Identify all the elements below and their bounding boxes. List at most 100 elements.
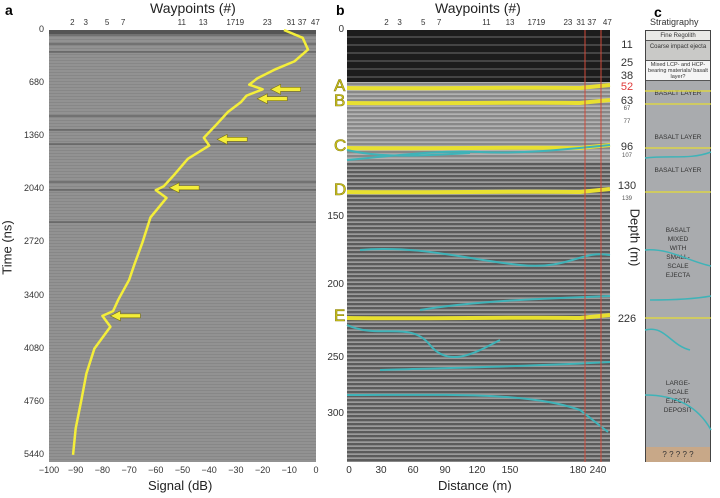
layer-fine-regolith: Fine Regolith	[646, 31, 710, 41]
top-band	[49, 30, 316, 34]
depth-label: 130	[617, 180, 637, 192]
stratigraphy-column: Fine Regolith Coarse impact ejecta Mixed…	[645, 30, 711, 462]
waypoint-label: 47	[310, 18, 320, 27]
y-tick-label: 2040	[23, 183, 44, 194]
y-tick-label: 1360	[23, 130, 44, 141]
horizon-label: A	[334, 76, 346, 96]
panel-a-xlabel: Signal (dB)	[148, 478, 213, 493]
waypoint-label: 31 37	[286, 18, 307, 27]
panel-a-letter: a	[5, 2, 13, 18]
arrow-marker	[168, 182, 200, 194]
depth-label: 107	[621, 153, 632, 159]
y-tick-label: 2720	[23, 236, 44, 247]
y-tick-label: 5440	[23, 448, 44, 459]
horizon-line	[346, 98, 611, 106]
waypoint-label: 7	[120, 18, 126, 27]
unit-basalt-3: BASALT LAYER	[654, 167, 702, 174]
depth-label: 139	[621, 196, 632, 202]
x-tick-label: 240	[589, 465, 607, 476]
waypoint-label: 31 37	[576, 18, 597, 27]
x-tick-label: 90	[439, 465, 451, 476]
unit-basalt-2: BASALT LAYER	[654, 134, 702, 141]
unit-basalt-mixed: BASALT MIXED WITH SMALL-SCALE EJECTA	[665, 227, 691, 279]
x-tick-label: 120	[468, 465, 486, 476]
x-tick-label: 180	[569, 465, 587, 476]
x-tick-label: −50	[174, 465, 191, 475]
strat-interface	[644, 151, 712, 159]
interface-line	[346, 324, 501, 358]
x-tick-label: −90	[68, 465, 84, 475]
interface-line	[419, 295, 611, 311]
waypoint-label: 11	[177, 18, 186, 27]
x-tick-label: −20	[254, 465, 271, 475]
horizon-label: D	[334, 180, 347, 200]
arrow-marker	[216, 133, 248, 145]
horizon-label: E	[334, 306, 346, 326]
horizon-line	[346, 187, 611, 195]
arrow-marker	[109, 310, 141, 322]
waypoint-label: 23	[563, 18, 573, 27]
x-tick-label: 0	[346, 465, 352, 476]
depth-label: 96	[620, 141, 634, 153]
x-tick-label: 30	[375, 465, 387, 476]
x-tick-label: −40	[201, 465, 217, 475]
interface-line	[346, 393, 609, 433]
x-tick-label: −10	[281, 465, 297, 475]
panel-b-letter: b	[336, 2, 345, 18]
unit-basalt-1: BASALT LAYER	[654, 90, 702, 97]
panel-a-title: Waypoints (#)	[150, 0, 236, 16]
signal-line	[71, 28, 310, 455]
x-tick-label: −100	[38, 465, 60, 475]
horizon-line	[346, 143, 611, 151]
x-tick-label: 150	[501, 465, 519, 476]
strat-interface	[644, 328, 691, 351]
y-tick-label: 3400	[23, 289, 44, 300]
y-tick-label: 4760	[23, 395, 44, 406]
y-tick-label: 0	[338, 24, 344, 35]
x-tick-label: 60	[407, 465, 419, 476]
layer-coarse-ejecta: Coarse impact ejecta	[646, 41, 710, 61]
radargram-b-top	[347, 30, 610, 82]
arrow-marker	[269, 83, 301, 95]
x-tick-label: −70	[121, 465, 137, 475]
strat-interface	[649, 295, 712, 301]
unit-large-ejecta: LARGE-SCALE EJECTA DEPOSIT	[663, 380, 693, 414]
depth-label: 77	[623, 119, 631, 125]
layer-unknown: ? ? ? ? ?	[646, 447, 710, 462]
depth-label: 63	[620, 95, 634, 107]
y-tick-label: 0	[38, 24, 44, 34]
waypoint-label: 3	[83, 18, 88, 27]
strat-interface	[644, 249, 712, 267]
y-tick-label: 250	[327, 352, 344, 363]
arrow-marker	[256, 93, 288, 105]
horizon-label: B	[334, 91, 346, 111]
x-tick-label: −60	[148, 465, 164, 475]
waypoint-label: 13	[198, 18, 208, 27]
y-tick-label: 680	[28, 77, 44, 88]
x-tick-label: 0	[313, 465, 319, 475]
waypoint-label: 13	[505, 18, 515, 27]
layer-mixed: Mixed LCP- and HCP-bearing materials/ ba…	[646, 61, 710, 81]
waypoint-label: 7	[436, 18, 442, 27]
waypoint-label: 3	[397, 18, 402, 27]
radargram-a	[49, 30, 316, 462]
x-tick-label: −80	[94, 465, 111, 475]
waypoint-label: 11	[482, 18, 491, 27]
waypoint-label: 1719	[226, 18, 245, 27]
depth-label: 67	[623, 106, 631, 112]
horizon-line	[346, 83, 611, 91]
panel-b-title: Waypoints (#)	[435, 0, 521, 16]
y-tick-label: 200	[327, 279, 344, 290]
panel-b-xlabel: Distance (m)	[438, 478, 512, 493]
depth-label: 226	[617, 313, 637, 325]
horizon-line	[346, 313, 611, 321]
x-tick-label: −30	[228, 465, 244, 475]
waypoint-label: 23	[262, 18, 272, 27]
depth-label: 11	[621, 39, 633, 51]
waypoint-label: 5	[421, 18, 426, 27]
waypoint-label: 5	[104, 18, 110, 27]
strat-interface	[644, 394, 712, 431]
y-tick-label: 150	[327, 211, 344, 222]
y-tick-label: 300	[327, 408, 344, 419]
